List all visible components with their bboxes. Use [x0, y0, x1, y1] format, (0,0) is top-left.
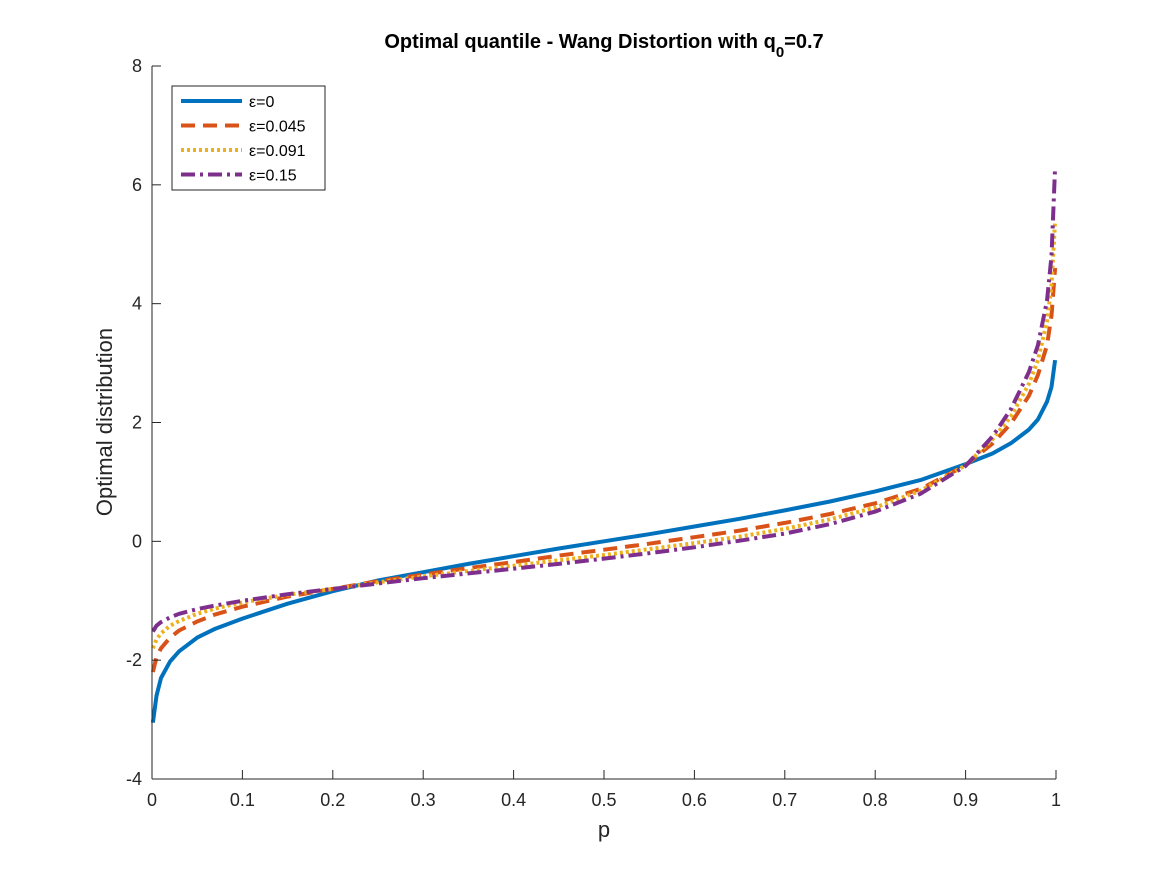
legend: ε=0 ε=0.045 ε=0.091 ε=0.15	[171, 85, 326, 191]
series-line-1	[150, 359, 1058, 723]
y-tick-label: 6	[132, 175, 142, 195]
legend-label-2: ε=0.045	[249, 119, 306, 136]
y-tick-label: 2	[132, 413, 142, 433]
legend-label-3: ε=0.091	[249, 143, 306, 160]
legend-label-1: ε=0	[249, 94, 274, 111]
y-axis-label: Optimal distribution	[92, 328, 117, 516]
series-line-3	[151, 220, 1058, 650]
x-tick-label: 0.5	[591, 790, 616, 810]
series-line-2	[150, 267, 1058, 673]
x-axis-label: p	[598, 817, 610, 842]
series-line-4	[151, 166, 1058, 633]
y-tick-label: 0	[132, 531, 142, 551]
legend-label-4: ε=0.15	[249, 168, 297, 185]
x-tick-label: 0.7	[772, 790, 797, 810]
x-tick-label: 0.6	[682, 790, 707, 810]
x-tick-label: 0.8	[863, 790, 888, 810]
ticks: 0 0.1 0.2 0.3 0.4 0.5 0.6 0.7 0.8 0.9 1 -4 -2 0 2 4 6 8	[126, 56, 1061, 810]
legend-box	[171, 85, 326, 191]
series-layer	[150, 166, 1058, 723]
y-tick-label: -2	[126, 650, 142, 670]
x-tick-label: 0.2	[320, 790, 345, 810]
x-tick-label: 0.1	[230, 790, 255, 810]
x-tick-label: 1	[1051, 790, 1061, 810]
x-tick-label: 0.9	[953, 790, 978, 810]
x-tick-label: 0.4	[501, 790, 526, 810]
y-tick-label: -4	[126, 769, 142, 789]
y-tick-label: 8	[132, 56, 142, 76]
x-tick-label: 0	[147, 790, 157, 810]
y-tick-label: 4	[132, 294, 142, 314]
x-tick-label: 0.3	[411, 790, 436, 810]
chart-title: Optimal quantile - Wang Distortion with …	[384, 31, 823, 61]
